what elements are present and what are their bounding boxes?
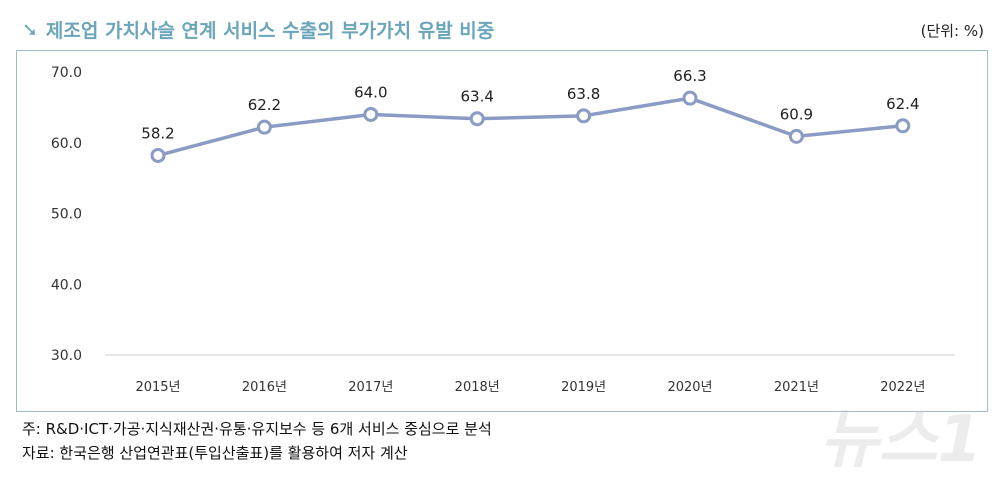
footnote: 주: R&D·ICT·가공·지식재산권·유통·유지보수 등 6개 서비스 중심으…: [22, 420, 492, 438]
y-tick-label: 40.0: [51, 277, 82, 293]
x-tick-label: 2021년: [774, 380, 819, 395]
unit-label: (단위: %): [920, 22, 984, 40]
x-tick-label: 2017년: [348, 380, 393, 395]
y-tick-label: 30.0: [51, 348, 82, 364]
source-note: 자료: 한국은행 산업연관표(투입산출표)를 활용하여 저자 계산: [22, 444, 408, 462]
y-tick-label: 60.0: [51, 136, 82, 152]
chart-title: ➘ 제조업 가치사슬 연계 서비스 수출의 부가가치 유발 비중: [22, 18, 495, 43]
data-point: [576, 108, 592, 124]
y-tick-label: 70.0: [51, 65, 82, 81]
x-tick-label: 2022년: [880, 380, 925, 395]
x-tick-label: 2016년: [242, 380, 287, 395]
data-label: 63.8: [567, 85, 600, 103]
x-tick-label: 2019년: [561, 380, 606, 395]
data-point: [363, 106, 379, 122]
data-label: 62.2: [248, 96, 281, 114]
watermark-logo: 뉴스1: [819, 403, 982, 477]
data-point: [469, 111, 485, 127]
data-label: 62.4: [886, 95, 919, 113]
chart-frame: [16, 50, 988, 412]
data-point: [256, 119, 272, 135]
data-label: 66.3: [673, 67, 706, 85]
x-tick-label: 2018년: [455, 380, 500, 395]
x-tick-label: 2015년: [135, 380, 180, 395]
data-label: 58.2: [141, 124, 174, 142]
data-point: [788, 128, 804, 144]
data-label: 64.0: [354, 83, 387, 101]
data-label: 60.9: [780, 105, 813, 123]
data-point: [682, 90, 698, 106]
data-point: [895, 118, 911, 134]
y-tick-label: 50.0: [51, 207, 82, 223]
data-point: [150, 147, 166, 163]
data-label: 63.4: [460, 88, 493, 106]
arrow-icon: ➘: [22, 18, 38, 41]
x-tick-label: 2020년: [667, 380, 712, 395]
series-line: [157, 96, 903, 158]
